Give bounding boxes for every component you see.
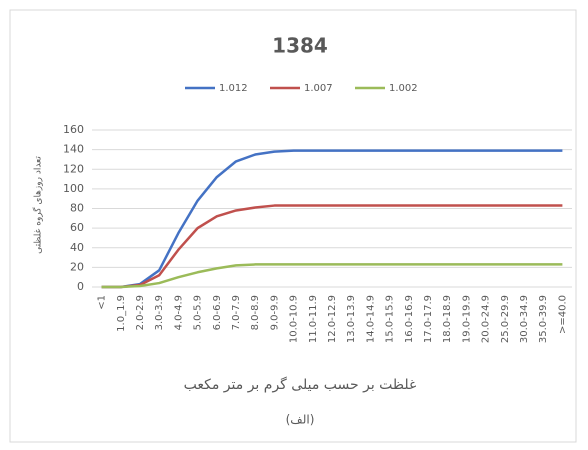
subtitle: (الف) (286, 413, 315, 427)
y-tick-label: 80 (70, 202, 84, 215)
x-tick-label: 5.0-5.9 (193, 295, 204, 330)
x-tick-label: 20.0-24.9 (481, 295, 492, 343)
y-tick-label: 60 (70, 221, 84, 234)
x-tick-label: 13.0-13.9 (346, 295, 357, 343)
y-tick-label: 40 (70, 241, 84, 254)
y-tick-label: 160 (63, 123, 84, 136)
x-tick-label: 18.0-18.9 (442, 295, 453, 343)
chart-border (9, 9, 577, 443)
series-line (101, 149, 563, 289)
x-tick-label: 12.0-12.9 (327, 295, 338, 343)
legend-label: 1.007 (304, 83, 333, 94)
x-tick-label: 15.0-15.9 (385, 295, 396, 343)
legend-label: 1.002 (389, 83, 418, 94)
x-tick-label: 1.0_1.9 (116, 295, 127, 332)
x-tick-label: <1 (97, 295, 108, 310)
x-tick-label: 7.0-7.9 (231, 295, 242, 330)
x-tick-label: 3.0-3.9 (154, 295, 165, 330)
x-tick-label: 35.0-39.9 (538, 295, 549, 343)
x-tick-label: 30.0-34.9 (519, 295, 530, 343)
x-axis-title: غلظت بر حسب میلی گرم بر متر مکعب (184, 376, 417, 393)
x-tick-label: 11.0-11.9 (308, 295, 319, 343)
x-tick-label: >=40.0 (557, 295, 568, 334)
y-tick-label: 120 (63, 162, 84, 175)
legend-label: 1.012 (219, 83, 248, 94)
y-tick-label: 100 (63, 182, 84, 195)
series-line (101, 263, 563, 289)
x-tick-label: 4.0-4.9 (173, 295, 184, 330)
x-tick-label: 16.0-16.9 (404, 295, 415, 343)
x-tick-label: 14.0-14.9 (365, 295, 376, 343)
y-tick-label: 0 (77, 280, 84, 293)
x-tick-label: 25.0-29.9 (500, 295, 511, 343)
chart-title: 1384 (272, 34, 328, 58)
x-tick-label: 8.0-8.9 (250, 295, 261, 330)
x-tick-label: 9.0-9.9 (269, 295, 280, 330)
series-line (101, 204, 563, 289)
x-tick-label: 2.0-2.9 (135, 295, 146, 330)
x-tick-label: 19.0-19.9 (461, 295, 472, 343)
y-axis-title: تعداد روزهای گروه غلظتی (32, 156, 44, 254)
y-tick-label: 20 (70, 260, 84, 273)
x-tick-label: 17.0-17.9 (423, 295, 434, 343)
x-tick-label: 6.0-6.9 (212, 295, 223, 330)
y-tick-label: 140 (63, 143, 84, 156)
x-tick-label: 10.0-10.9 (289, 295, 300, 343)
